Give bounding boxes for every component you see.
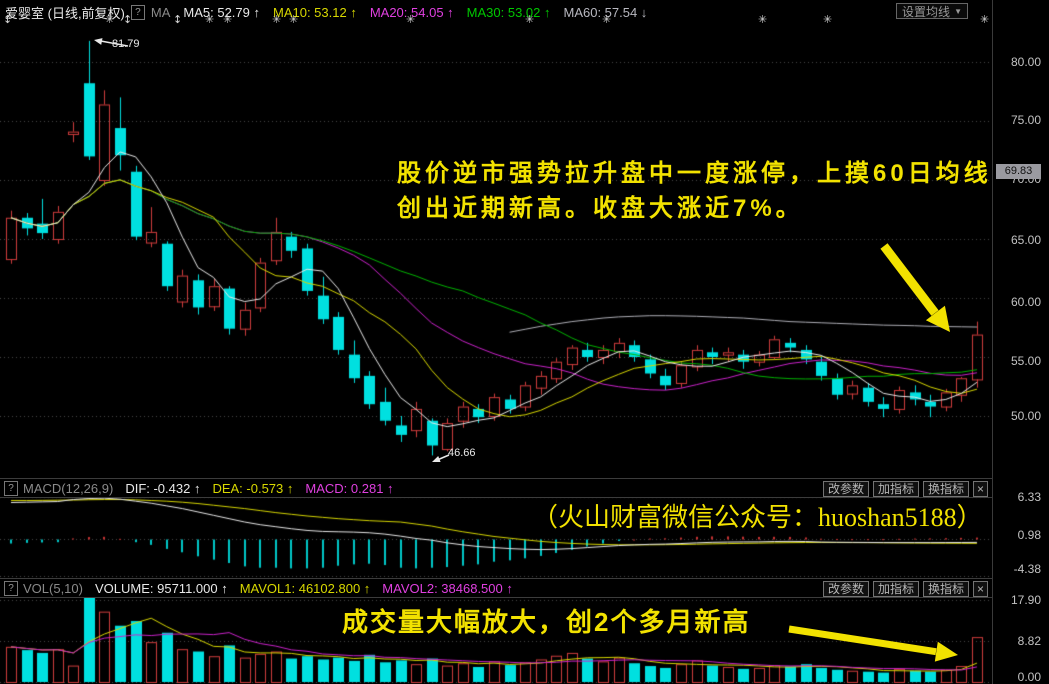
vol-indicator-label: VOL(5,10) (23, 580, 83, 596)
stock-title: 爱婴室 (日线,前复权) (5, 5, 125, 21)
add-indicator-button[interactable]: 加指标 (872, 581, 919, 597)
volume-panel-header: ? VOL(5,10) VOLUME: 95711.000 ↑ MAVOL1: … (0, 578, 992, 598)
price-axis-label: 75.00 (1010, 113, 1041, 127)
event-marker-icon[interactable]: ✳ (602, 13, 612, 26)
price-axis-label: 55.00 (1010, 354, 1041, 368)
ma-settings-button[interactable]: 设置均线 ▼ (896, 3, 968, 19)
ma60-legend: MA60: 57.54 ↓ (563, 4, 648, 20)
vol-axis-label: 8.82 (1017, 634, 1041, 648)
commentary-line1: 股价逆市强势拉升盘中一度涨停，上摸60日均线 (397, 160, 992, 187)
candlestick-chart-canvas[interactable] (0, 24, 992, 478)
macd-axis-label: 6.33 (1017, 490, 1041, 504)
macd-axis-label: -4.38 (1013, 562, 1041, 576)
cursor-price-badge: 69.83 (996, 164, 1041, 179)
watermark-text: （火山财富微信公众号：huoshan5188） (532, 503, 983, 532)
mavol1-value: MAVOL1: 46102.800 ↑ (239, 580, 371, 596)
mavol2-value: MAVOL2: 38468.500 ↑ (382, 580, 513, 596)
ma-group-label: MA (150, 4, 171, 20)
close-icon[interactable]: × (973, 481, 988, 497)
event-marker-icon[interactable]: ✳ (105, 13, 115, 26)
dea-value: DEA: -0.573 ↑ (212, 480, 294, 496)
vol-axis-label: 0.00 (1017, 670, 1041, 684)
event-marker-icon[interactable]: ↕ (123, 13, 133, 26)
event-marker-icon[interactable]: ✳ (272, 13, 282, 26)
volume-value: VOLUME: 95711.000 ↑ (94, 580, 228, 596)
macd-value: MACD: 0.281 ↑ (305, 480, 394, 496)
ma10-legend: MA10: 53.12 ↑ (273, 4, 357, 20)
event-marker-icon[interactable]: ✳ (223, 13, 233, 26)
event-marker-icon[interactable]: ✳ (980, 13, 990, 26)
chevron-down-icon: ▼ (954, 6, 962, 16)
macd-panel-header: ? MACD(12,26,9) DIF: -0.432 ↑ DEA: -0.57… (0, 478, 992, 498)
event-marker-icon[interactable]: ✳ (205, 13, 215, 26)
event-marker-icon[interactable]: ✳ (289, 13, 299, 26)
macd-axis-label: 0.98 (1017, 528, 1041, 542)
event-marker-icon[interactable]: ↕ (3, 13, 13, 26)
price-axis-label: 50.00 (1010, 409, 1041, 423)
event-marker-icon[interactable]: ↕ (173, 13, 183, 26)
volume-commentary: 成交量大幅放大，创2个多月新高 (342, 607, 751, 637)
commentary-line2: 创出近期新高。收盘大涨近7%。 (397, 195, 804, 222)
ma30-legend: MA30: 53.02 ↑ (466, 4, 551, 20)
price-axis-label: 65.00 (1010, 233, 1041, 247)
switch-indicator-button[interactable]: 换指标 (922, 481, 969, 497)
switch-indicator-button[interactable]: 换指标 (922, 581, 969, 597)
ma5-legend: MA5: 52.79 ↑ (183, 4, 260, 20)
help-icon[interactable]: ? (4, 480, 18, 496)
axis-divider (992, 0, 993, 684)
add-indicator-button[interactable]: 加指标 (872, 481, 919, 497)
event-marker-icon[interactable]: ✳ (823, 13, 833, 26)
event-marker-icon[interactable]: ✳ (525, 13, 535, 26)
event-marker-icon[interactable]: ✳ (758, 13, 768, 26)
dif-value: DIF: -0.432 ↑ (125, 480, 201, 496)
high-price-annotation: 81.79 (112, 38, 140, 50)
price-axis-label: 60.00 (1010, 295, 1041, 309)
macd-chart-canvas[interactable] (0, 497, 992, 578)
help-icon[interactable]: ? (4, 580, 18, 596)
chart-header: 爱婴室 (日线,前复权) ? MA MA5: 52.79 ↑ MA10: 53.… (0, 0, 992, 24)
low-price-annotation: 46.66 (448, 447, 476, 459)
change-params-button[interactable]: 改参数 (822, 581, 869, 597)
vol-axis-label: 17.90 (1010, 593, 1041, 607)
ma20-legend: MA20: 54.05 ↑ (369, 4, 454, 20)
help-icon[interactable]: ? (130, 4, 145, 20)
event-marker-icon[interactable]: ✳ (406, 13, 416, 26)
macd-indicator-label: MACD(12,26,9) (23, 480, 114, 496)
change-params-button[interactable]: 改参数 (822, 481, 869, 497)
price-axis-label: 80.00 (1010, 55, 1041, 69)
close-icon[interactable]: × (973, 581, 988, 597)
